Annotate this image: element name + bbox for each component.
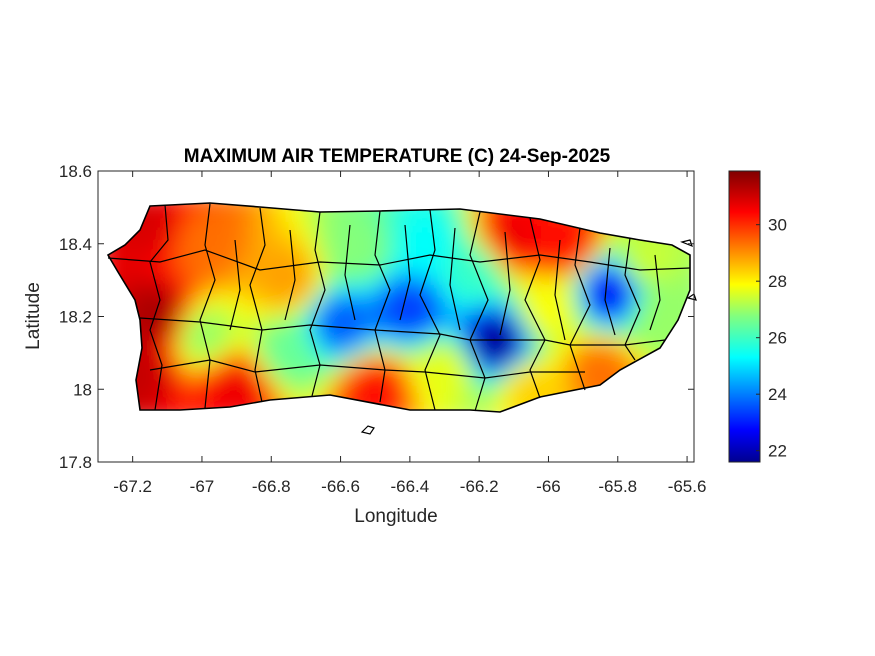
temperature-field [108, 203, 690, 412]
x-tick-label: -66.2 [460, 477, 499, 496]
colorbar-tick-label: 22 [768, 442, 787, 461]
island-outline [106, 202, 691, 413]
y-tick-label: 17.8 [59, 453, 92, 472]
colorbar-gradient [728, 170, 761, 463]
y-tick-label: 18.2 [59, 308, 92, 327]
x-tick-label: -66.6 [321, 477, 360, 496]
y-tick-label: 18.4 [59, 235, 92, 254]
cay [360, 425, 375, 435]
y-tick-label: 18.6 [59, 162, 92, 181]
colorbar-tick-label: 26 [768, 329, 787, 348]
x-axis-label: Longitude [354, 506, 437, 527]
colorbar: 22 24 26 28 30 [728, 170, 787, 463]
x-tick-label: -65.8 [598, 477, 637, 496]
cay [680, 239, 693, 248]
x-tick-label: -67.2 [113, 477, 152, 496]
colorbar-tick-label: 30 [768, 216, 787, 235]
y-axis: 17.8 18 18.2 18.4 18.6 [59, 162, 694, 472]
colorbar-tick-label: 28 [768, 272, 787, 291]
colorbar-tick-label: 24 [768, 385, 787, 404]
y-axis-label: Latitude [23, 282, 44, 350]
x-tick-label: -66.4 [390, 477, 429, 496]
cay [686, 293, 697, 301]
x-axis: -67.2 -67 -66.8 -66.6 -66.4 -66.2 -66 -65.8 -65.… [113, 171, 706, 496]
x-tick-label: -67 [190, 477, 215, 496]
chart-title: MAXIMUM AIR TEMPERATURE (C) 24-Sep-2025 [184, 146, 611, 167]
y-tick-label: 18 [73, 380, 92, 399]
municipality-boundaries [106, 202, 697, 435]
x-tick-label: -66.8 [252, 477, 291, 496]
x-tick-label: -65.6 [668, 477, 707, 496]
colorbar-ticks: 22 24 26 28 30 [756, 216, 787, 461]
x-tick-label: -66 [536, 477, 561, 496]
